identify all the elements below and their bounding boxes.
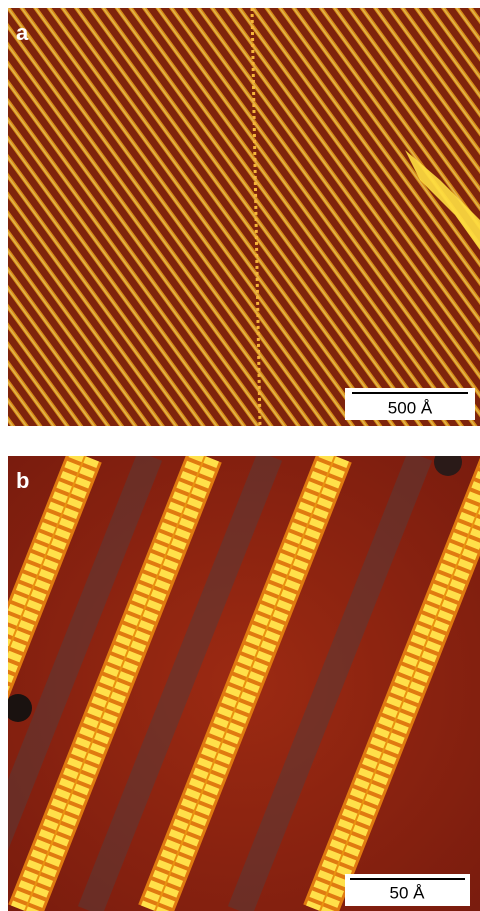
panel-label: a: [16, 20, 29, 45]
scale-bar-label: 500 Å: [388, 398, 433, 417]
panel-label: b: [16, 468, 29, 493]
panel-a: a 500 Å: [8, 8, 480, 426]
scale-bar-label: 50 Å: [390, 883, 426, 902]
figure: a 500 Å: [0, 0, 480, 911]
defect: [434, 448, 462, 476]
shade: [8, 8, 480, 426]
panel-b: b 50 Å: [0, 448, 480, 911]
